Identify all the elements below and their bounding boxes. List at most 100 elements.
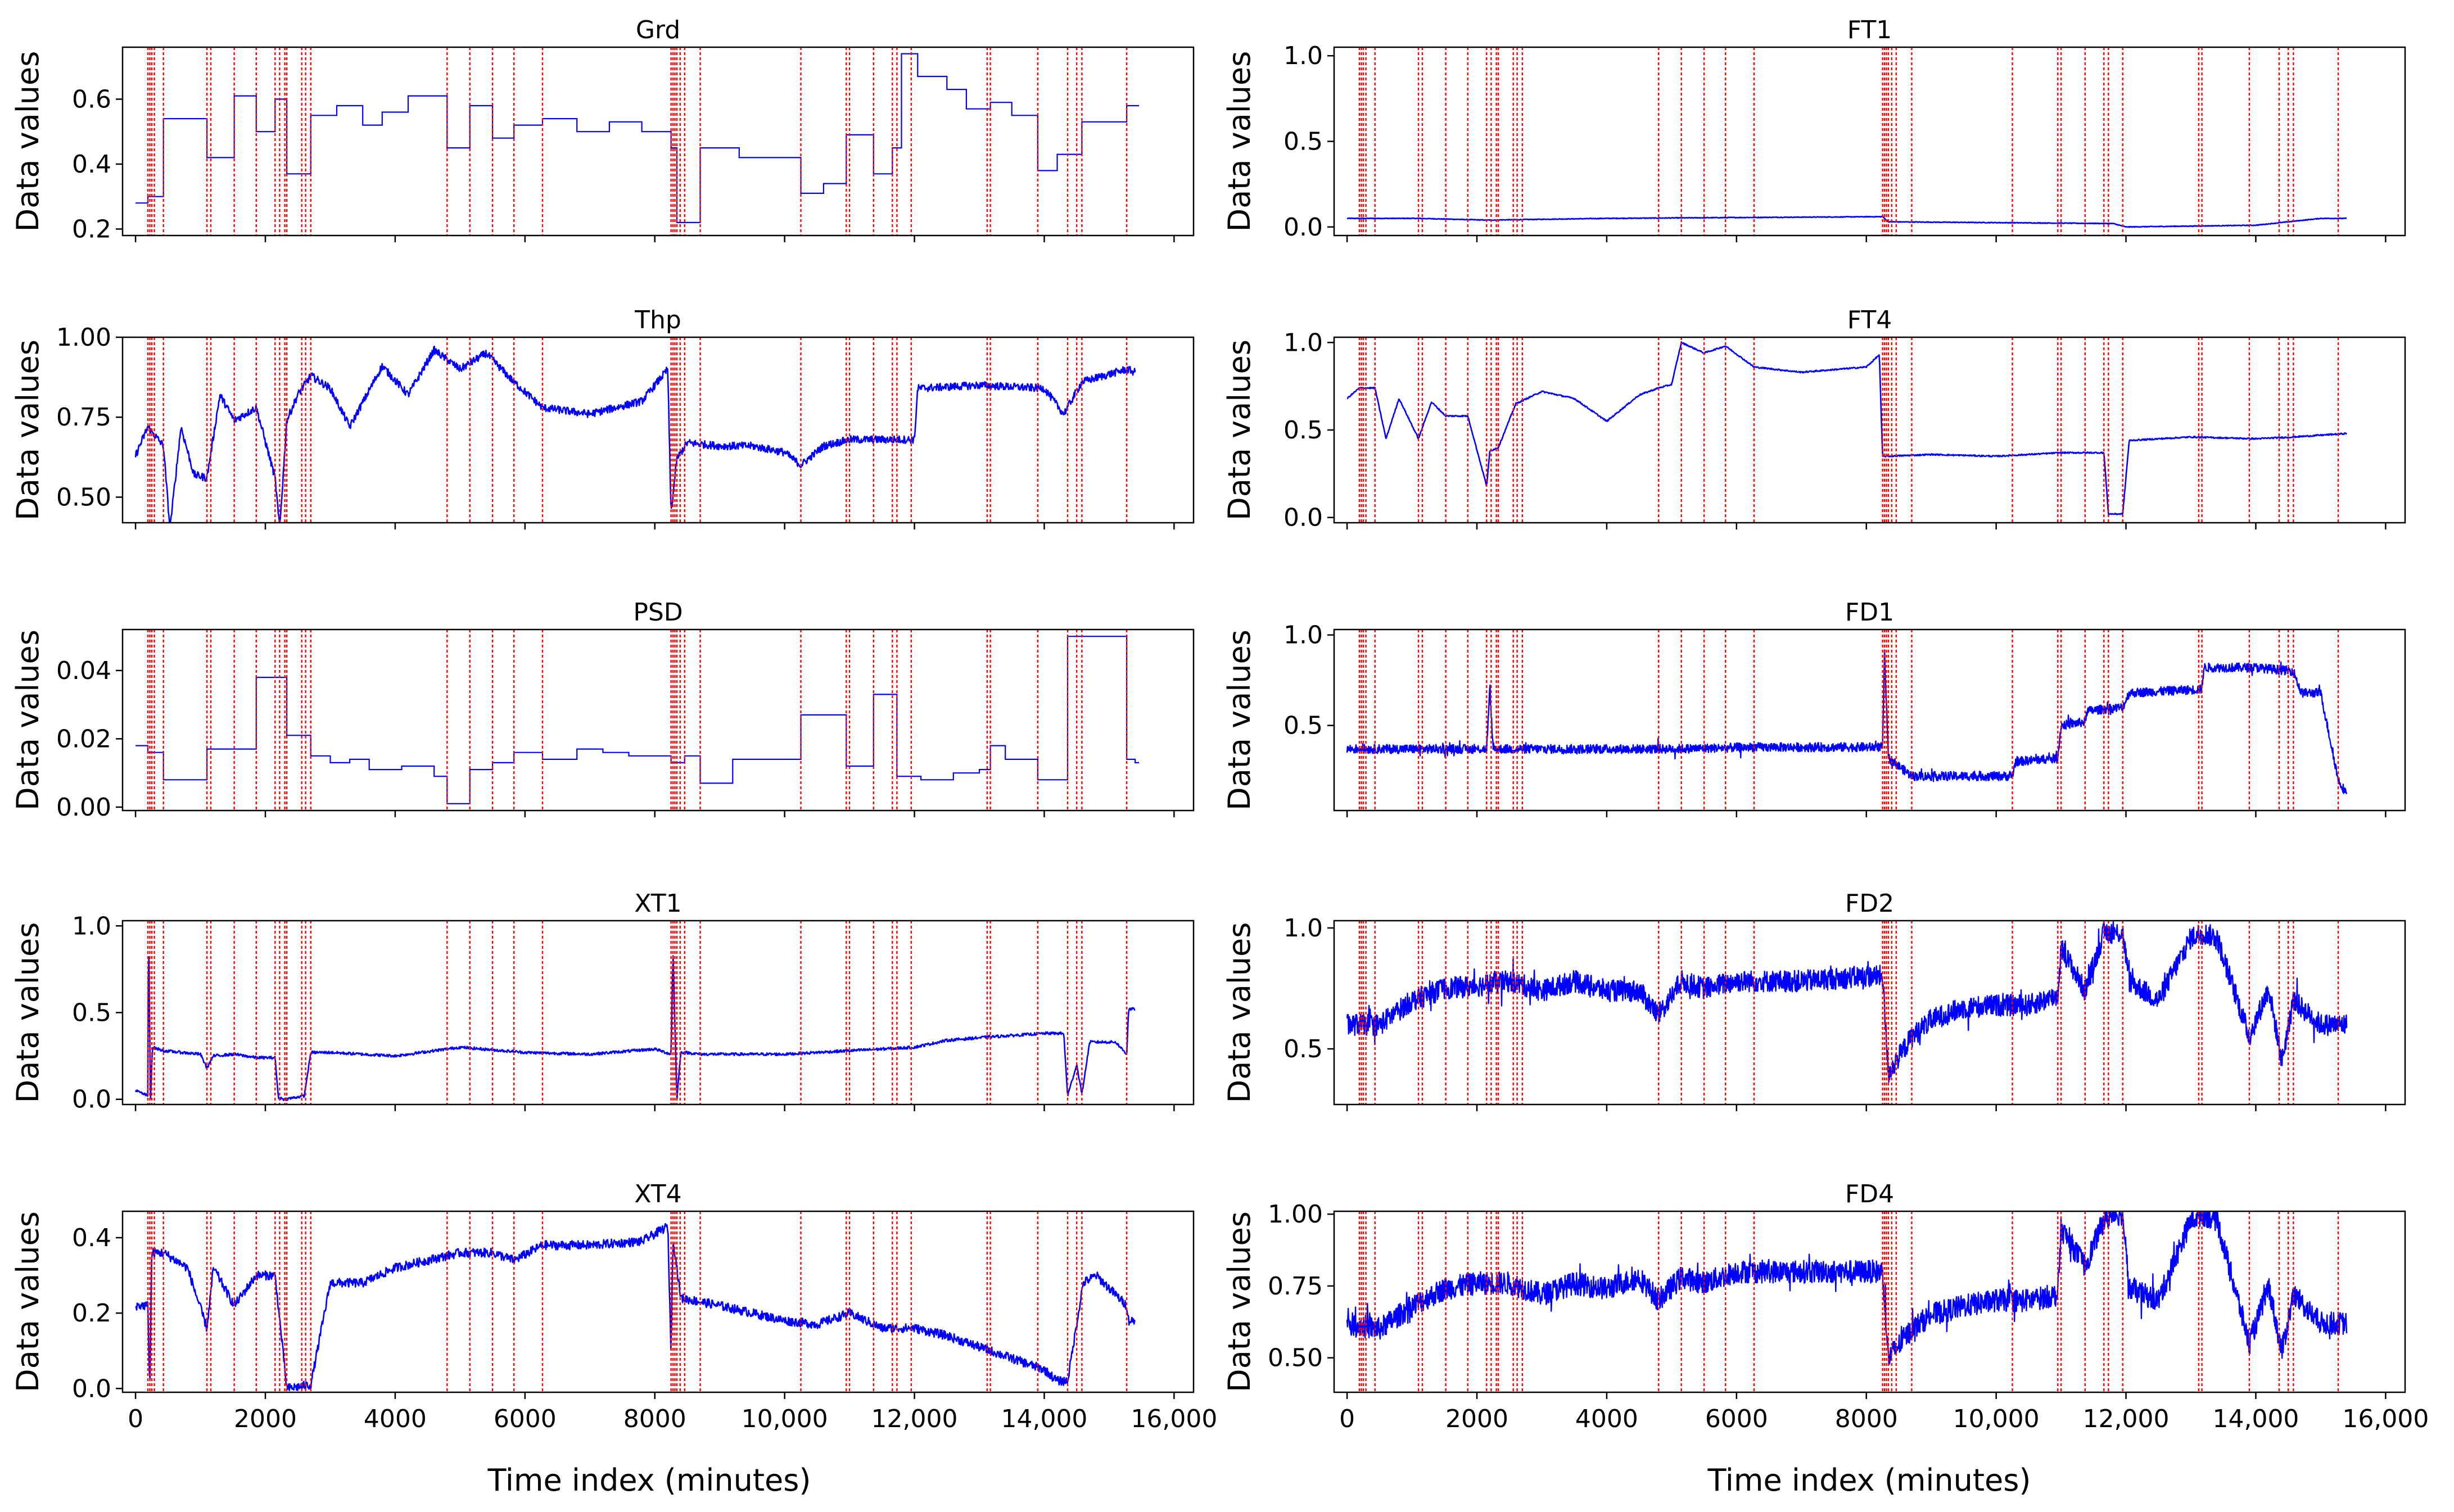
- axes-frame: [121, 46, 1195, 237]
- x-tick-label: 0: [1339, 1405, 1355, 1433]
- subplot-xt1: XT1 Data values 0.0 0.5 1.0: [10, 889, 1195, 1114]
- axes-frame: [1333, 920, 2406, 1106]
- x-tick-label: 0: [128, 1405, 143, 1433]
- y-axis-label: Data values: [1222, 922, 1257, 1103]
- subplot-fd2: FD2 Data values 0.5 1.0: [1222, 889, 2406, 1111]
- plot-area: [1346, 630, 2348, 811]
- y-tick-label: 0.2: [72, 215, 111, 243]
- subplot-fd4: FD4 Data values 0.50 0.75 1.00 0 2000 4000 6000 8…: [1222, 1180, 2429, 1433]
- panel-title: FT4: [1847, 306, 1892, 334]
- plot-area: [135, 1211, 1136, 1392]
- panel-title: FD1: [1845, 598, 1894, 627]
- x-tick-label: 8000: [1835, 1405, 1898, 1433]
- y-tick-label: 0.4: [72, 150, 111, 179]
- subplot-psd: PSD Data values 0.00 0.02 0.04: [10, 598, 1195, 822]
- x-axis-label-left: Time index (minutes): [487, 1463, 811, 1498]
- subplot-grid: Grd Data values 0.2 0.4 0.6 FT1 Data values 0.0…: [10, 16, 2429, 1433]
- axes-frame: [121, 336, 1195, 524]
- x-tick-label: 4000: [1575, 1405, 1638, 1433]
- y-tick-label: 0.0: [1284, 504, 1323, 532]
- series-line: [134, 346, 1136, 523]
- y-tick-label: 0.5: [1284, 1035, 1323, 1063]
- plot-area: [135, 630, 1139, 811]
- y-tick-label: 1.0: [1284, 914, 1323, 943]
- y-axis-label: Data values: [10, 630, 46, 811]
- y-tick-label: 0.0: [1284, 213, 1323, 242]
- subplot-ft1: FT1 Data values 0.0 0.5 1.0: [1222, 16, 2406, 242]
- x-tick-label: 16,000: [2342, 1405, 2429, 1433]
- subplot-grd: Grd Data values 0.2 0.4 0.6: [10, 16, 1195, 243]
- panel-title: FT1: [1847, 16, 1892, 44]
- subplot-xt4: XT4 Data values 0.0 0.2 0.4 0 2000 4000 6000 8000…: [10, 1180, 1217, 1433]
- subplot-fd1: FD1 Data values 0.5 1.0: [1222, 598, 2406, 817]
- axes-frame: [121, 1210, 1195, 1393]
- y-tick-label: 0.6: [72, 85, 111, 114]
- panel-title: XT1: [634, 889, 681, 918]
- series-line: [1346, 1211, 2348, 1365]
- panel-title: PSD: [633, 598, 683, 627]
- y-axis-label: Data values: [10, 1211, 46, 1392]
- x-tick-label: 16,000: [1131, 1405, 1217, 1433]
- y-tick-label: 0.75: [56, 403, 111, 432]
- plot-area: [135, 47, 1139, 236]
- axes-frame: [121, 628, 1195, 812]
- y-tick-label: 1.0: [1284, 328, 1323, 357]
- y-axis-label: Data values: [10, 922, 46, 1103]
- subplot-ft4: FT4 Data values 0.0 0.5 1.0: [1222, 306, 2406, 532]
- y-axis-label: Data values: [1222, 630, 1257, 811]
- plot-area: [134, 921, 1136, 1104]
- panel-title: FD2: [1845, 889, 1894, 918]
- panel-title: XT4: [634, 1180, 681, 1208]
- plot-area: [1346, 47, 2347, 236]
- x-tick-label: 10,000: [1953, 1405, 2040, 1433]
- axes-frame: [1333, 628, 2406, 812]
- y-tick-label: 0.5: [1284, 128, 1323, 156]
- x-tick-label: 12,000: [871, 1405, 958, 1433]
- y-tick-label: 0.5: [72, 999, 111, 1027]
- y-axis-label: Data values: [10, 339, 46, 520]
- x-tick-label: 12,000: [2083, 1405, 2170, 1433]
- y-tick-label: 1.0: [1284, 621, 1323, 650]
- subplot-thp: Thp Data values 0.50 0.75 1.00: [10, 306, 1195, 529]
- y-tick-label: 0.02: [56, 725, 111, 753]
- y-tick-label: 1.00: [1268, 1200, 1323, 1229]
- y-axis-label: Data values: [10, 51, 46, 232]
- y-tick-label: 0.00: [56, 793, 111, 822]
- y-tick-label: 0.75: [1268, 1272, 1323, 1301]
- x-tick-label: 14,000: [2212, 1405, 2299, 1433]
- panel-title: FD4: [1845, 1180, 1894, 1208]
- panel-title: Thp: [634, 306, 681, 334]
- x-tick-label: 14,000: [1001, 1405, 1087, 1433]
- series-line: [1346, 921, 2348, 1083]
- y-tick-label: 0.0: [72, 1085, 111, 1114]
- x-axis-label-right: Time index (minutes): [1707, 1463, 2031, 1498]
- x-tick-label: 10,000: [742, 1405, 828, 1433]
- plot-area: [1346, 1211, 2348, 1392]
- x-tick-label: 2000: [1445, 1405, 1508, 1433]
- y-tick-label: 0.5: [1284, 416, 1323, 445]
- y-tick-label: 0.5: [1284, 712, 1323, 740]
- y-axis-label: Data values: [1222, 339, 1257, 520]
- y-tick-label: 0.2: [72, 1299, 111, 1328]
- series-line: [135, 53, 1139, 223]
- y-axis-label: Data values: [1222, 51, 1257, 232]
- axes-frame: [1333, 1210, 2406, 1393]
- series-line: [135, 1223, 1136, 1391]
- y-tick-label: 1.00: [56, 323, 111, 352]
- x-tick-label: 6000: [1705, 1405, 1768, 1433]
- y-tick-label: 0.4: [72, 1224, 111, 1252]
- plot-area: [1346, 921, 2348, 1104]
- x-tick-label: 8000: [623, 1405, 686, 1433]
- y-tick-label: 0.50: [56, 483, 111, 511]
- x-tick-label: 2000: [234, 1405, 297, 1433]
- y-tick-label: 0.50: [1268, 1344, 1323, 1373]
- x-tick-label: 6000: [494, 1405, 557, 1433]
- plot-area: [134, 337, 1136, 523]
- panel-title: Grd: [636, 16, 680, 44]
- plot-area: [1346, 337, 2348, 523]
- y-axis-label: Data values: [1222, 1211, 1257, 1392]
- x-tick-label: 4000: [364, 1405, 427, 1433]
- y-tick-label: 0.0: [72, 1374, 111, 1403]
- y-tick-label: 1.0: [1284, 42, 1323, 70]
